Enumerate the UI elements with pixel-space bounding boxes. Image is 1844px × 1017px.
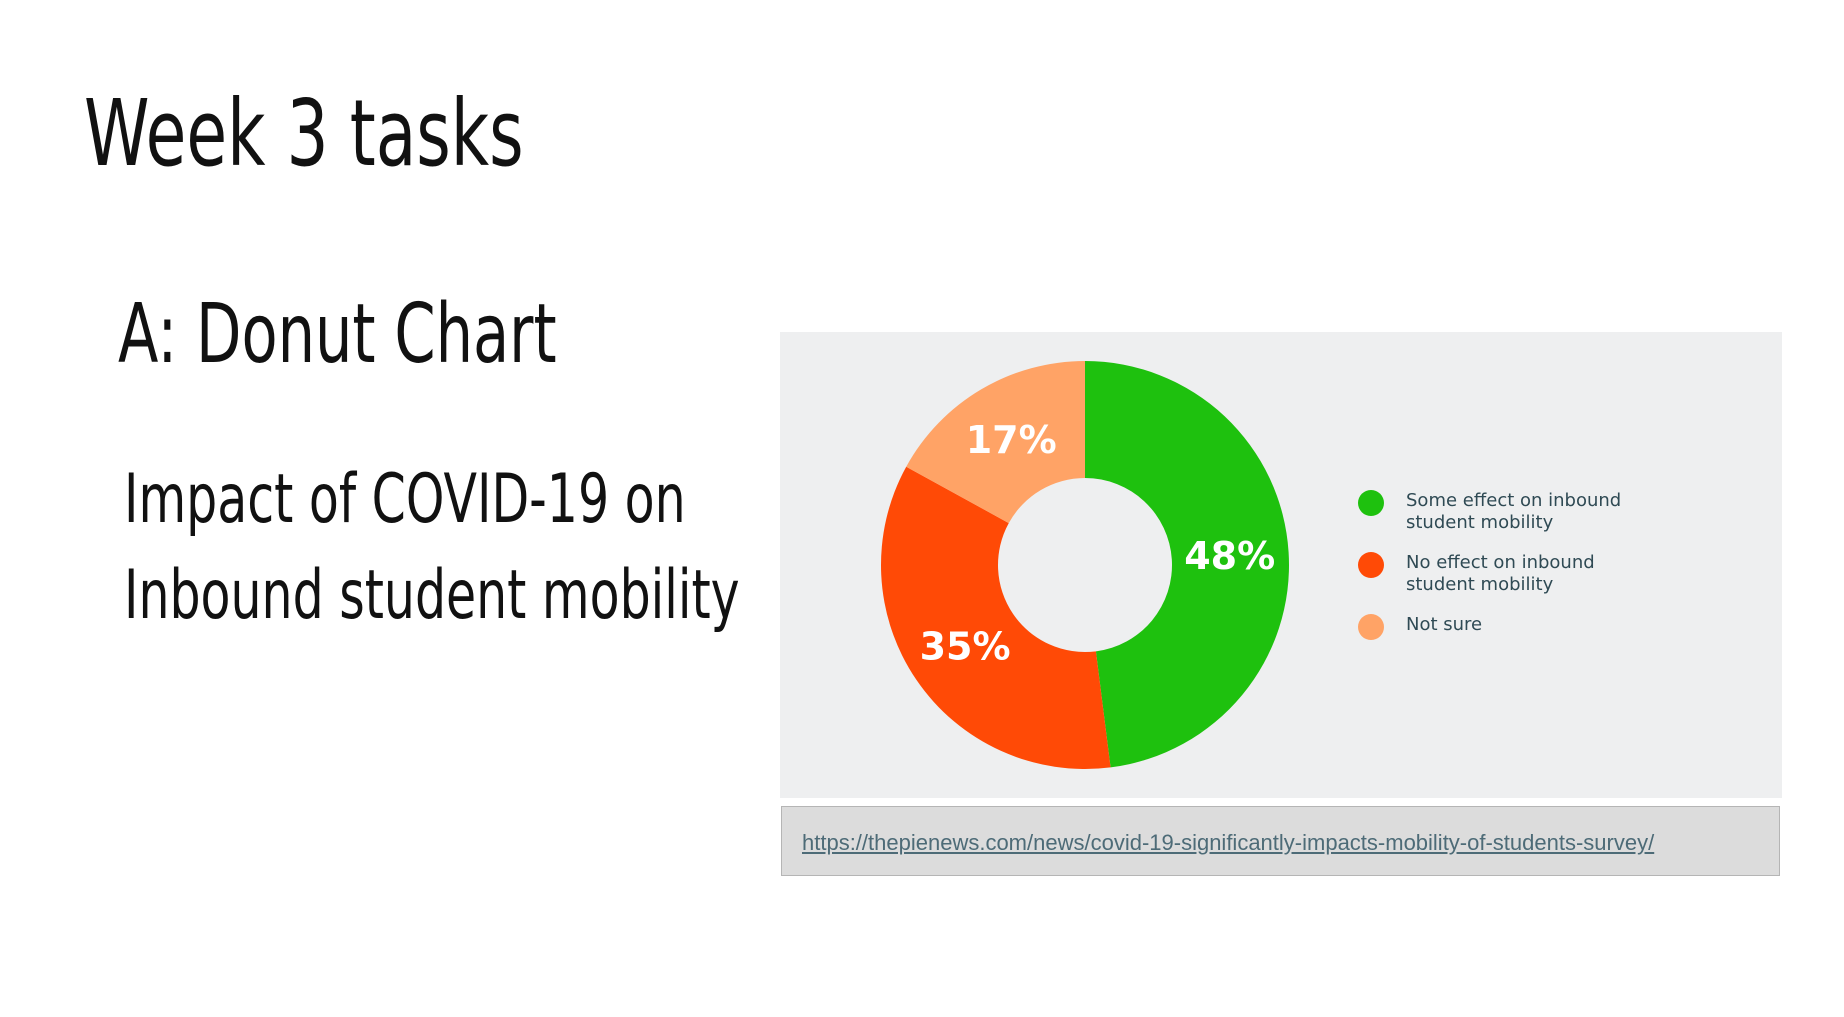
chart-description: Impact of COVID-19 on Inbound student mo… bbox=[124, 452, 740, 644]
slide-title: Week 3 tasks bbox=[84, 80, 524, 187]
donut-chart: 48% 35% 17% bbox=[881, 361, 1290, 770]
source-link[interactable]: https://thepienews.com/news/covid-19-sig… bbox=[802, 830, 1655, 855]
donut-label-no-effect: 35% bbox=[920, 625, 1011, 669]
legend-swatch-some-effect bbox=[1358, 490, 1384, 516]
donut-slice-no-effect bbox=[881, 466, 1111, 770]
description-line-2: Inbound student mobility bbox=[124, 556, 740, 635]
chart-panel: 48% 35% 17% Some effect on inbound student… bbox=[780, 332, 1782, 798]
donut-slice-not-sure bbox=[906, 361, 1085, 524]
donut-label-not-sure: 17% bbox=[966, 418, 1057, 462]
legend-label-no-effect-line2: student mobility bbox=[1406, 574, 1554, 595]
chart-legend: Some effect on inbound student mobility … bbox=[1358, 490, 1666, 654]
legend-item-no-effect: No effect on inbound student mobility bbox=[1358, 552, 1666, 596]
legend-item-some-effect: Some effect on inbound student mobility bbox=[1358, 490, 1666, 534]
legend-label-no-effect-line1: No effect on inbound bbox=[1406, 552, 1595, 573]
slide-subtitle: A: Donut Chart bbox=[118, 287, 557, 382]
legend-label-some-effect-line2: student mobility bbox=[1406, 512, 1554, 533]
description-line-1: Impact of COVID-19 on bbox=[124, 460, 686, 539]
legend-label-some-effect-line1: Some effect on inbound bbox=[1406, 490, 1622, 511]
source-box: https://thepienews.com/news/covid-19-sig… bbox=[781, 806, 1780, 876]
donut-slice-some-effect bbox=[1085, 361, 1290, 768]
legend-swatch-no-effect bbox=[1358, 552, 1384, 578]
legend-swatch-not-sure bbox=[1358, 614, 1384, 640]
donut-label-some-effect: 48% bbox=[1184, 534, 1275, 578]
legend-item-not-sure: Not sure bbox=[1358, 614, 1666, 640]
legend-label-not-sure-line1: Not sure bbox=[1406, 614, 1483, 635]
